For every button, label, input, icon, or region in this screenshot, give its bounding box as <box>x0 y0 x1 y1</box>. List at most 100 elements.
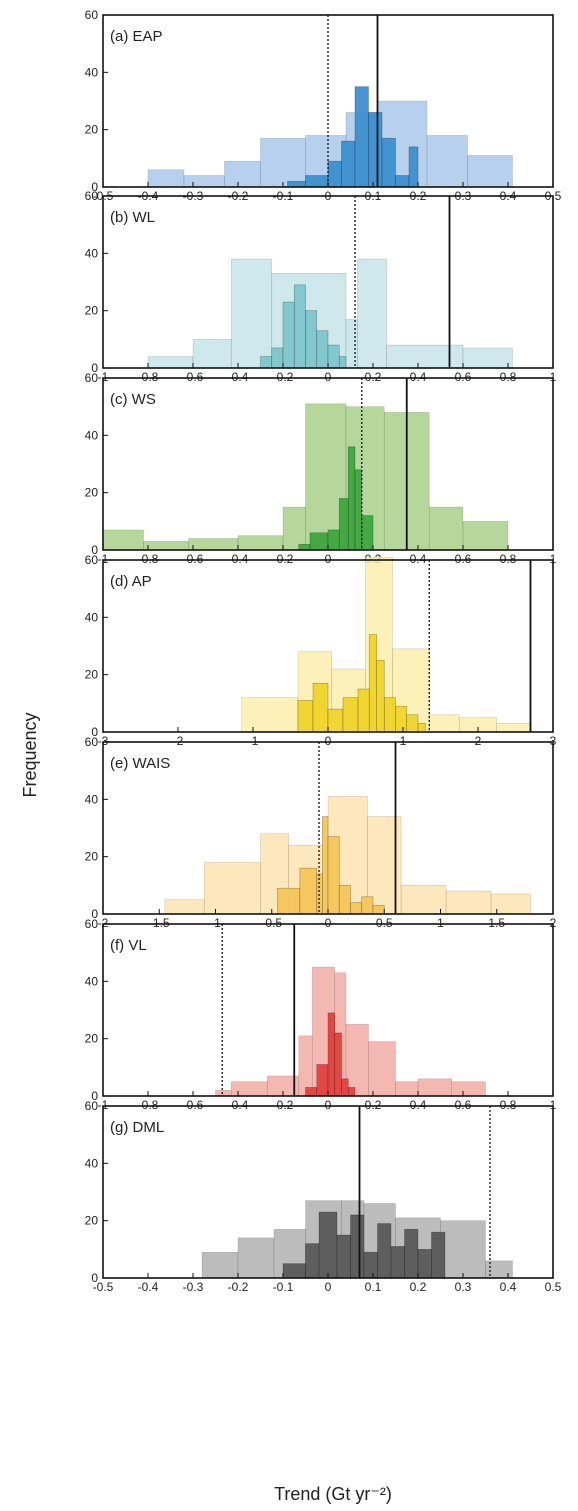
histogram-bar-wide <box>224 160 261 188</box>
histogram-bar-narrow <box>368 634 378 733</box>
y-tick-label: 60 <box>85 917 99 931</box>
histogram-bar-wide <box>215 1089 232 1097</box>
histogram-bar-narrow <box>372 905 385 915</box>
x-tick-label: -0.5 <box>93 1280 114 1294</box>
x-tick-label: 1 <box>550 370 557 384</box>
y-tick-label: 20 <box>85 486 99 500</box>
x-tick-label: -0.4 <box>228 1098 249 1112</box>
x-tick-label: 0.5 <box>376 916 393 930</box>
x-tick-label: 0 <box>325 916 332 930</box>
y-tick-label: 0 <box>91 361 98 375</box>
histogram-bar-wide <box>147 169 185 188</box>
x-tick-label: 1 <box>550 552 557 566</box>
x-tick-label: -0.4 <box>228 552 249 566</box>
histogram-bar-narrow <box>347 446 356 551</box>
x-tick-label: 0.4 <box>410 552 427 566</box>
x-tick-label: 0 <box>325 370 332 384</box>
panel-title: (d) AP <box>110 573 152 590</box>
panel-title: (a) EAP <box>110 28 163 45</box>
histogram-bar-narrow <box>277 887 301 915</box>
histogram-bar-narrow <box>293 284 306 369</box>
histogram-bar-narrow <box>316 1064 329 1097</box>
histogram-bar-wide <box>260 137 306 188</box>
histogram-bar-narrow <box>417 1249 432 1279</box>
panel-title: (f) VL <box>110 937 147 954</box>
y-tick-label: 20 <box>85 850 99 864</box>
histogram-bar-wide <box>386 344 464 369</box>
histogram-bar-wide <box>496 723 531 733</box>
histogram-bar-narrow <box>327 344 340 369</box>
histogram-bar-narrow <box>305 1243 320 1279</box>
histogram-bar-wide <box>188 538 239 551</box>
histogram-bar-narrow <box>341 1078 349 1097</box>
histogram-bar-wide <box>451 1081 486 1097</box>
histogram-bar-narrow <box>287 180 306 188</box>
histogram-bar-narrow <box>368 112 383 188</box>
y-tick-label: 0 <box>91 180 98 194</box>
x-tick-label: 1 <box>437 916 444 930</box>
panel-title: (g) DML <box>110 1119 164 1136</box>
histogram-bar-wide <box>241 697 299 733</box>
histogram-bar-wide <box>426 135 468 188</box>
x-tick-label: 1 <box>550 1098 557 1112</box>
histogram-bar-narrow <box>322 816 329 915</box>
histogram-bar-narrow <box>297 700 314 733</box>
x-tick-label: -0.3 <box>183 1280 204 1294</box>
histogram-bar-narrow <box>354 469 363 551</box>
histogram-bar-narrow <box>341 140 356 188</box>
histogram-bar-wide <box>400 885 447 915</box>
histogram-bar-wide <box>440 1220 486 1279</box>
x-tick-label: 1 <box>400 734 407 748</box>
histogram-bar-narrow <box>406 714 419 733</box>
y-tick-label: 40 <box>85 610 99 624</box>
histogram-bar-wide <box>445 890 492 915</box>
histogram-bar-narrow <box>431 1231 446 1279</box>
y-tick-label: 0 <box>91 1271 98 1285</box>
x-tick-label: -0.6 <box>183 370 204 384</box>
histogram-bar-wide <box>298 1035 313 1097</box>
y-tick-label: 20 <box>85 668 99 682</box>
x-tick-label: 1.5 <box>488 916 505 930</box>
panel-title: (c) WS <box>110 391 156 408</box>
histogram-bar-narrow <box>305 1087 318 1097</box>
x-tick-label: -1.5 <box>149 916 170 930</box>
x-tick-label: 3 <box>550 734 557 748</box>
y-tick-label: 60 <box>85 553 99 567</box>
y-tick-label: 20 <box>85 1032 99 1046</box>
histogram-bar-narrow <box>299 867 318 915</box>
histogram-bar-narrow <box>316 330 329 369</box>
x-tick-label: 0.4 <box>500 1280 517 1294</box>
histogram-bar-wide <box>230 1081 268 1097</box>
histogram-bar-wide <box>417 1078 453 1097</box>
x-tick-label: -1 <box>210 916 221 930</box>
y-tick-label: 60 <box>85 735 99 749</box>
histogram-bar-narrow <box>342 697 359 733</box>
x-tick-label: 0 <box>325 552 332 566</box>
y-axis-title: Frequency <box>20 712 40 797</box>
x-tick-label: 0.2 <box>365 1098 382 1112</box>
x-tick-label: 0 <box>325 1280 332 1294</box>
histogram-bar-wide <box>230 258 273 369</box>
panel: -0.5 -0.4 -0.3 -0.2 -0.1 0 0.1 0.2 0.3 0.4 0.50204… <box>85 8 562 203</box>
histogram-bar-narrow <box>271 347 284 369</box>
y-tick-label: 0 <box>91 543 98 557</box>
histogram-bar-narrow <box>376 660 385 733</box>
histogram-bar-narrow <box>327 529 340 551</box>
histogram-bar-narrow <box>305 310 318 369</box>
histogram-bar-narrow <box>327 160 342 188</box>
y-tick-label: 0 <box>91 725 98 739</box>
histogram-bar-wide <box>147 356 194 369</box>
x-tick-label: -0.2 <box>273 370 294 384</box>
x-tick-label: 0.6 <box>455 552 472 566</box>
y-tick-label: 0 <box>91 907 98 921</box>
histogram-bar-narrow <box>381 137 396 188</box>
histogram-bar-narrow <box>347 1087 356 1097</box>
histogram-bar-narrow <box>327 1012 336 1097</box>
histogram-bar-narrow <box>350 902 363 915</box>
histogram-bar-narrow <box>298 543 311 551</box>
histogram-bar-narrow <box>318 1211 338 1279</box>
panels: -0.5 -0.4 -0.3 -0.2 -0.1 0 0.1 0.2 0.3 0.4 0.50204… <box>85 8 562 1294</box>
x-tick-label: -1 <box>98 1098 109 1112</box>
